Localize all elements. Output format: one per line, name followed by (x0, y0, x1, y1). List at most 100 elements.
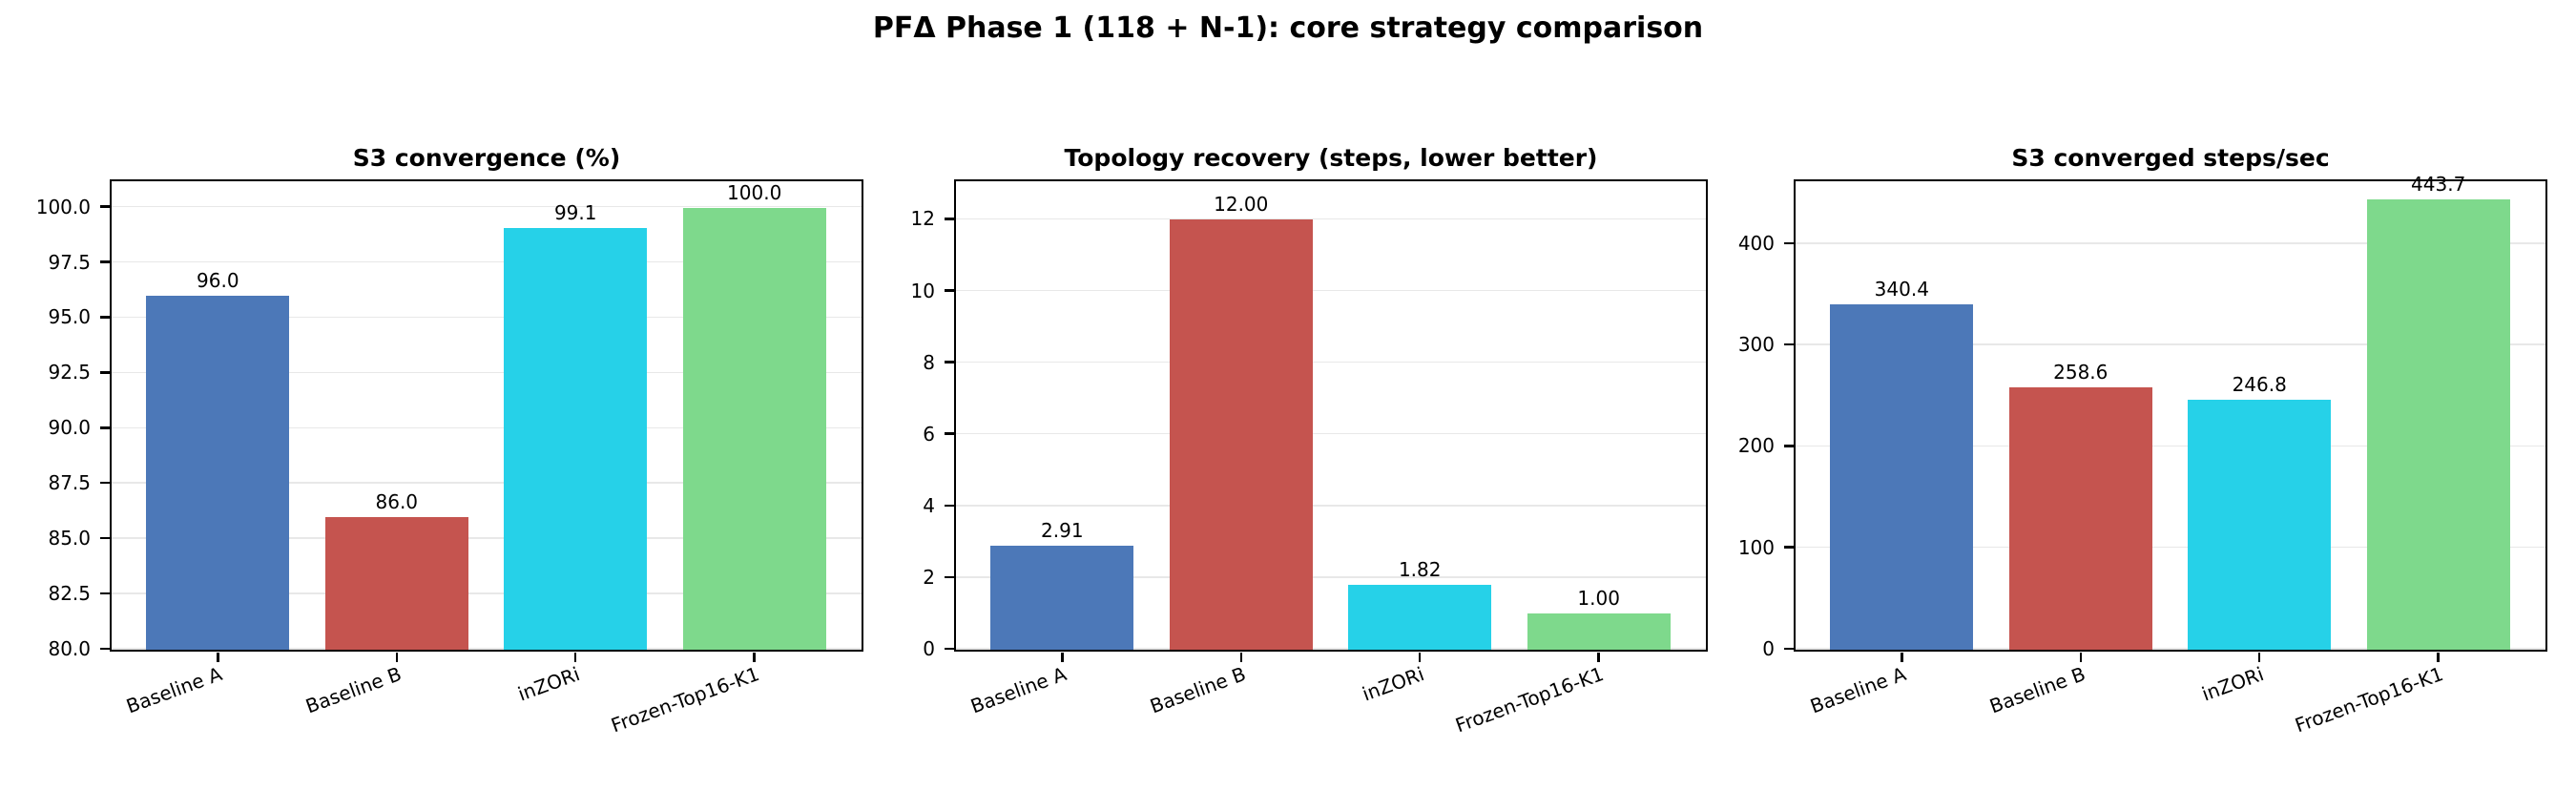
gridline (1796, 648, 2545, 650)
gridline (1796, 445, 2545, 447)
x-tick-mark (753, 652, 756, 662)
gridline (1796, 242, 2545, 244)
bar-value-label: 12.00 (1214, 193, 1269, 217)
chart-title: Topology recovery (steps, lower better) (1064, 144, 1598, 172)
bar-value-label: 99.1 (553, 200, 597, 224)
y-tick-mark (1783, 647, 1794, 651)
bar-value-label: 96.0 (197, 269, 239, 293)
gridline (1796, 546, 2545, 549)
gridline (956, 576, 1706, 578)
gridline (112, 260, 862, 263)
y-tick-label: 6 (923, 422, 935, 446)
y-tick-mark (944, 504, 954, 508)
gridline (112, 205, 862, 208)
gridline (956, 361, 1706, 363)
bar-frozen-top16-k1 (2366, 199, 2510, 650)
figure-title: PFΔ Phase 1 (118 + N-1): core strategy c… (872, 11, 1704, 45)
y-tick-mark (944, 361, 954, 363)
chart-title: S3 convergence (%) (352, 144, 621, 172)
gridline (956, 505, 1706, 507)
y-tick-mark (944, 432, 954, 435)
gridline (956, 218, 1706, 220)
bar-value-label: 258.6 (2053, 361, 2109, 384)
y-tick-label: 2 (923, 565, 935, 589)
y-tick-label: 82.5 (48, 582, 91, 606)
y-tick-label: 0 (1762, 637, 1775, 660)
y-tick-mark (99, 371, 110, 374)
x-tick-label: Baseline A (123, 662, 226, 718)
plot-area-s3-converged-steps-sec: S3 converged steps/sec 0 100 200 300 400 340.4… (1738, 144, 2547, 737)
x-tick-mark (2079, 652, 2083, 662)
gridline (956, 648, 1706, 650)
y-tick-label: 300 (1737, 333, 1775, 357)
y-tick-mark (99, 592, 110, 595)
bar-value-label: 1.00 (1577, 587, 1620, 611)
y-tick-label: 92.5 (48, 361, 91, 384)
bar-value-label: 100.0 (727, 180, 782, 204)
x-tick-mark (395, 652, 399, 662)
bar-frozen-top16-k1 (682, 207, 826, 650)
y-tick-mark (944, 289, 954, 292)
gridline (112, 371, 862, 374)
gridline (112, 648, 862, 650)
y-tick-label: 4 (923, 493, 935, 517)
bar-inzori (504, 227, 648, 650)
x-tick-mark (1597, 652, 1600, 662)
y-tick-label: 200 (1737, 434, 1775, 458)
bar-baseline-a (146, 296, 290, 650)
bar-value-label: 86.0 (375, 490, 419, 513)
y-tick-label: 80.0 (48, 637, 91, 660)
x-tick-mark (1901, 652, 1903, 662)
bar-frozen-top16-k1 (1527, 613, 1671, 650)
y-tick-label: 85.0 (48, 527, 91, 550)
y-tick-mark (1783, 546, 1794, 549)
y-tick-mark (1783, 343, 1794, 346)
y-tick-label: 0 (923, 637, 935, 660)
bar-inzori (2188, 399, 2332, 650)
y-tick-label: 100 (1737, 535, 1775, 559)
bar-baseline-b (1169, 219, 1313, 650)
x-tick-mark (217, 652, 219, 662)
x-tick-mark (1418, 652, 1422, 662)
y-tick-mark (99, 205, 110, 208)
y-tick-mark (1783, 445, 1794, 447)
y-tick-mark (944, 218, 954, 220)
bar-baseline-b (324, 517, 468, 650)
gridline (112, 426, 862, 429)
y-tick-label: 400 (1737, 231, 1775, 255)
y-tick-mark (99, 536, 110, 540)
gridline (956, 432, 1706, 435)
y-tick-mark (99, 647, 110, 651)
gridline (1796, 343, 2545, 345)
bar-baseline-a (1830, 304, 1974, 650)
y-tick-label: 10 (910, 279, 935, 302)
bar-value-label: 246.8 (2232, 372, 2287, 396)
y-tick-mark (99, 481, 110, 485)
gridline (112, 482, 862, 484)
y-tick-label: 95.0 (48, 305, 91, 329)
plot-area-s3-convergence: S3 convergence (%) 80.0 82.5 85.0 87.5 90.0 92… (36, 144, 863, 737)
x-tick-mark (1061, 652, 1064, 662)
y-tick-label: 8 (923, 350, 935, 374)
y-tick-mark (99, 260, 110, 263)
gridline (956, 289, 1706, 292)
gridline (112, 537, 862, 539)
x-tick-mark (2437, 652, 2440, 662)
bar-value-label: 2.91 (1041, 518, 1084, 542)
x-tick-mark (573, 652, 577, 662)
y-tick-label: 90.0 (48, 416, 91, 440)
bar-inzori (1348, 584, 1492, 650)
bar-baseline-b (2008, 387, 2152, 650)
bar-baseline-a (990, 545, 1134, 650)
x-tick-mark (2257, 652, 2261, 662)
gridline (112, 592, 862, 594)
x-tick-mark (1239, 652, 1243, 662)
gridline (112, 316, 862, 319)
y-tick-mark (99, 426, 110, 429)
y-tick-label: 12 (910, 207, 935, 231)
chart-title: S3 converged steps/sec (2011, 144, 2330, 172)
plot-area-topology-recovery-steps-lower-better: Topology recovery (steps, lower better) 0… (911, 144, 1708, 737)
y-tick-label: 100.0 (35, 195, 91, 218)
y-tick-mark (944, 575, 954, 579)
